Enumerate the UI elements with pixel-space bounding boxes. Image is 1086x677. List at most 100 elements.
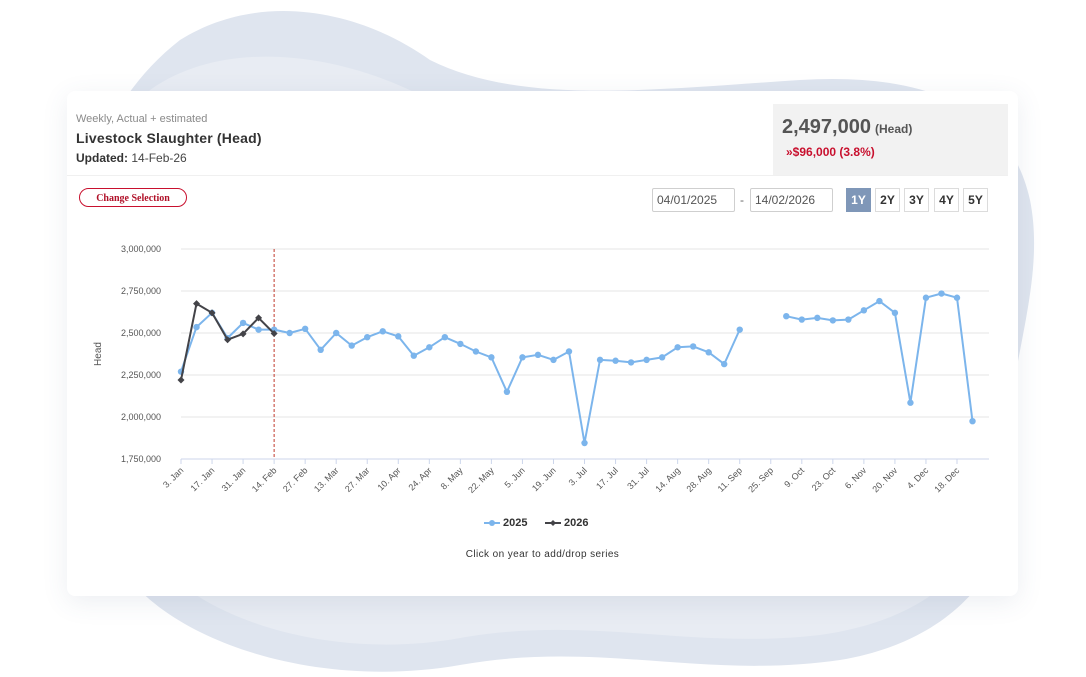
data-point-2025 [736,326,743,333]
data-point-2025 [798,316,805,323]
data-point-2025 [891,309,899,317]
data-point-2025 [550,356,557,364]
data-point-2025 [969,418,976,425]
x-tick-label: 10. Apr [375,465,402,492]
x-tick-label: 5. Jun [502,465,526,489]
line-chart: 1,750,000 2,000,000 2,250,000 2,500,000 2,75… [93,244,989,495]
y-tick-label: 2,000,000 [121,412,161,422]
x-tick-label: 11. Sep [716,465,745,494]
y-axis-label: Head [93,342,104,366]
y-tick-label: 2,750,000 [121,286,161,296]
data-point-2025 [286,329,293,337]
x-tick-label: 14. Aug [653,465,682,494]
updated-label: Updated: [76,151,128,165]
range-button-1y[interactable]: 1Y [846,188,871,212]
chart-card: Weekly, Actual + estimated Livestock Sla… [67,91,1018,596]
data-point-2025 [814,314,821,322]
date-from-input[interactable] [652,188,735,212]
data-point-2025 [721,360,728,368]
series-line-2025 [786,292,974,422]
data-point-2025 [922,294,930,301]
chart-title: Livestock Slaughter (Head) [76,130,262,146]
data-point-2025 [674,344,681,351]
x-tick-label: 31. Jan [220,465,248,493]
x-tick-label: 3. Jul [567,465,589,487]
data-point-2025 [457,340,464,348]
y-tick-label: 3,000,000 [121,244,161,254]
range-button-4y[interactable]: 4Y [934,188,959,212]
x-tick-label: 13. Mar [312,465,341,494]
data-point-2025 [519,354,526,361]
x-tick-label: 27. Mar [343,465,372,494]
x-tick-label: 23. Oct [810,465,838,493]
legend-marker-2026 [545,520,561,527]
x-tick-label: 17. Jul [594,465,620,491]
chart-subtitle: Weekly, Actual + estimated [76,113,208,125]
range-button-2y[interactable]: 2Y [875,188,900,212]
x-tick-label: 27. Feb [281,465,310,494]
data-point-2026 [193,300,201,308]
x-tick-label: 19. Jun [530,465,558,493]
data-point-2026 [239,330,247,338]
data-point-2025 [705,349,712,356]
data-point-2025 [410,352,417,359]
legend-item-2025[interactable]: 2025 [484,517,527,529]
range-button-3y[interactable]: 3Y [904,188,929,212]
data-point-2025 [581,439,588,447]
data-point-2025 [845,316,852,323]
data-point-2026 [208,309,216,317]
data-point-2025 [255,326,262,333]
y-tick-label: 2,250,000 [121,370,161,380]
data-point-2025 [317,346,324,353]
range-button-5y[interactable]: 5Y [963,188,988,212]
data-point-2025 [783,313,790,320]
x-tick-label: 28. Aug [684,465,713,494]
data-point-2025 [627,359,635,366]
data-point-2025 [239,319,247,327]
change-selection-button[interactable]: Change Selection [79,188,187,207]
data-point-2025 [364,334,371,341]
legend-marker-2025 [484,520,500,527]
updated-date: 14-Feb-26 [131,151,187,165]
data-point-2025 [829,317,837,324]
data-point-2025 [689,343,697,350]
data-point-2026 [224,336,232,344]
data-point-2025 [348,342,355,349]
data-point-2025 [488,354,495,361]
data-point-2025 [860,307,868,314]
x-tick-label: 4. Dec [905,465,931,491]
series-line-2025 [180,311,741,444]
data-point-2025 [472,348,480,355]
header-divider [67,175,1008,176]
x-tick-label: 6. Nov [843,465,869,491]
data-point-2025 [379,328,386,335]
data-point-2026 [177,376,185,384]
date-separator: - [740,193,744,207]
data-point-2025 [612,357,619,364]
x-tick-label: 17. Jan [189,465,217,493]
x-tick-label: 31. Jul [625,465,651,491]
kpi-change: »$96,000 (3.8%) [786,145,875,159]
updated-info: Updated: 14-Feb-26 [76,151,187,165]
data-point-2025 [907,399,914,406]
y-tick-label: 1,750,000 [121,454,161,464]
x-tick-label: 24. Apr [406,465,433,492]
legend-item-2026[interactable]: 2026 [545,517,588,529]
kpi-value: 2,497,000 [782,116,871,138]
data-point-2025 [503,388,511,395]
data-point-2025 [395,333,402,340]
date-to-input[interactable] [750,188,833,212]
x-tick-label: 20. Nov [870,465,899,494]
data-point-2025 [301,325,309,332]
kpi-value-line: 2,497,000 (Head) [782,116,912,139]
y-tick-label: 2,500,000 [121,328,161,338]
data-point-2025 [643,356,650,364]
x-tick-label: 25. Sep [746,465,775,494]
data-point-2025 [876,297,883,305]
data-point-2026 [255,314,263,322]
data-point-2025 [565,348,573,355]
chart-hint: Click on year to add/drop series [465,549,620,560]
x-tick-label: 22. May [466,465,496,495]
data-point-2026 [270,330,278,338]
data-point-2025 [426,344,433,351]
